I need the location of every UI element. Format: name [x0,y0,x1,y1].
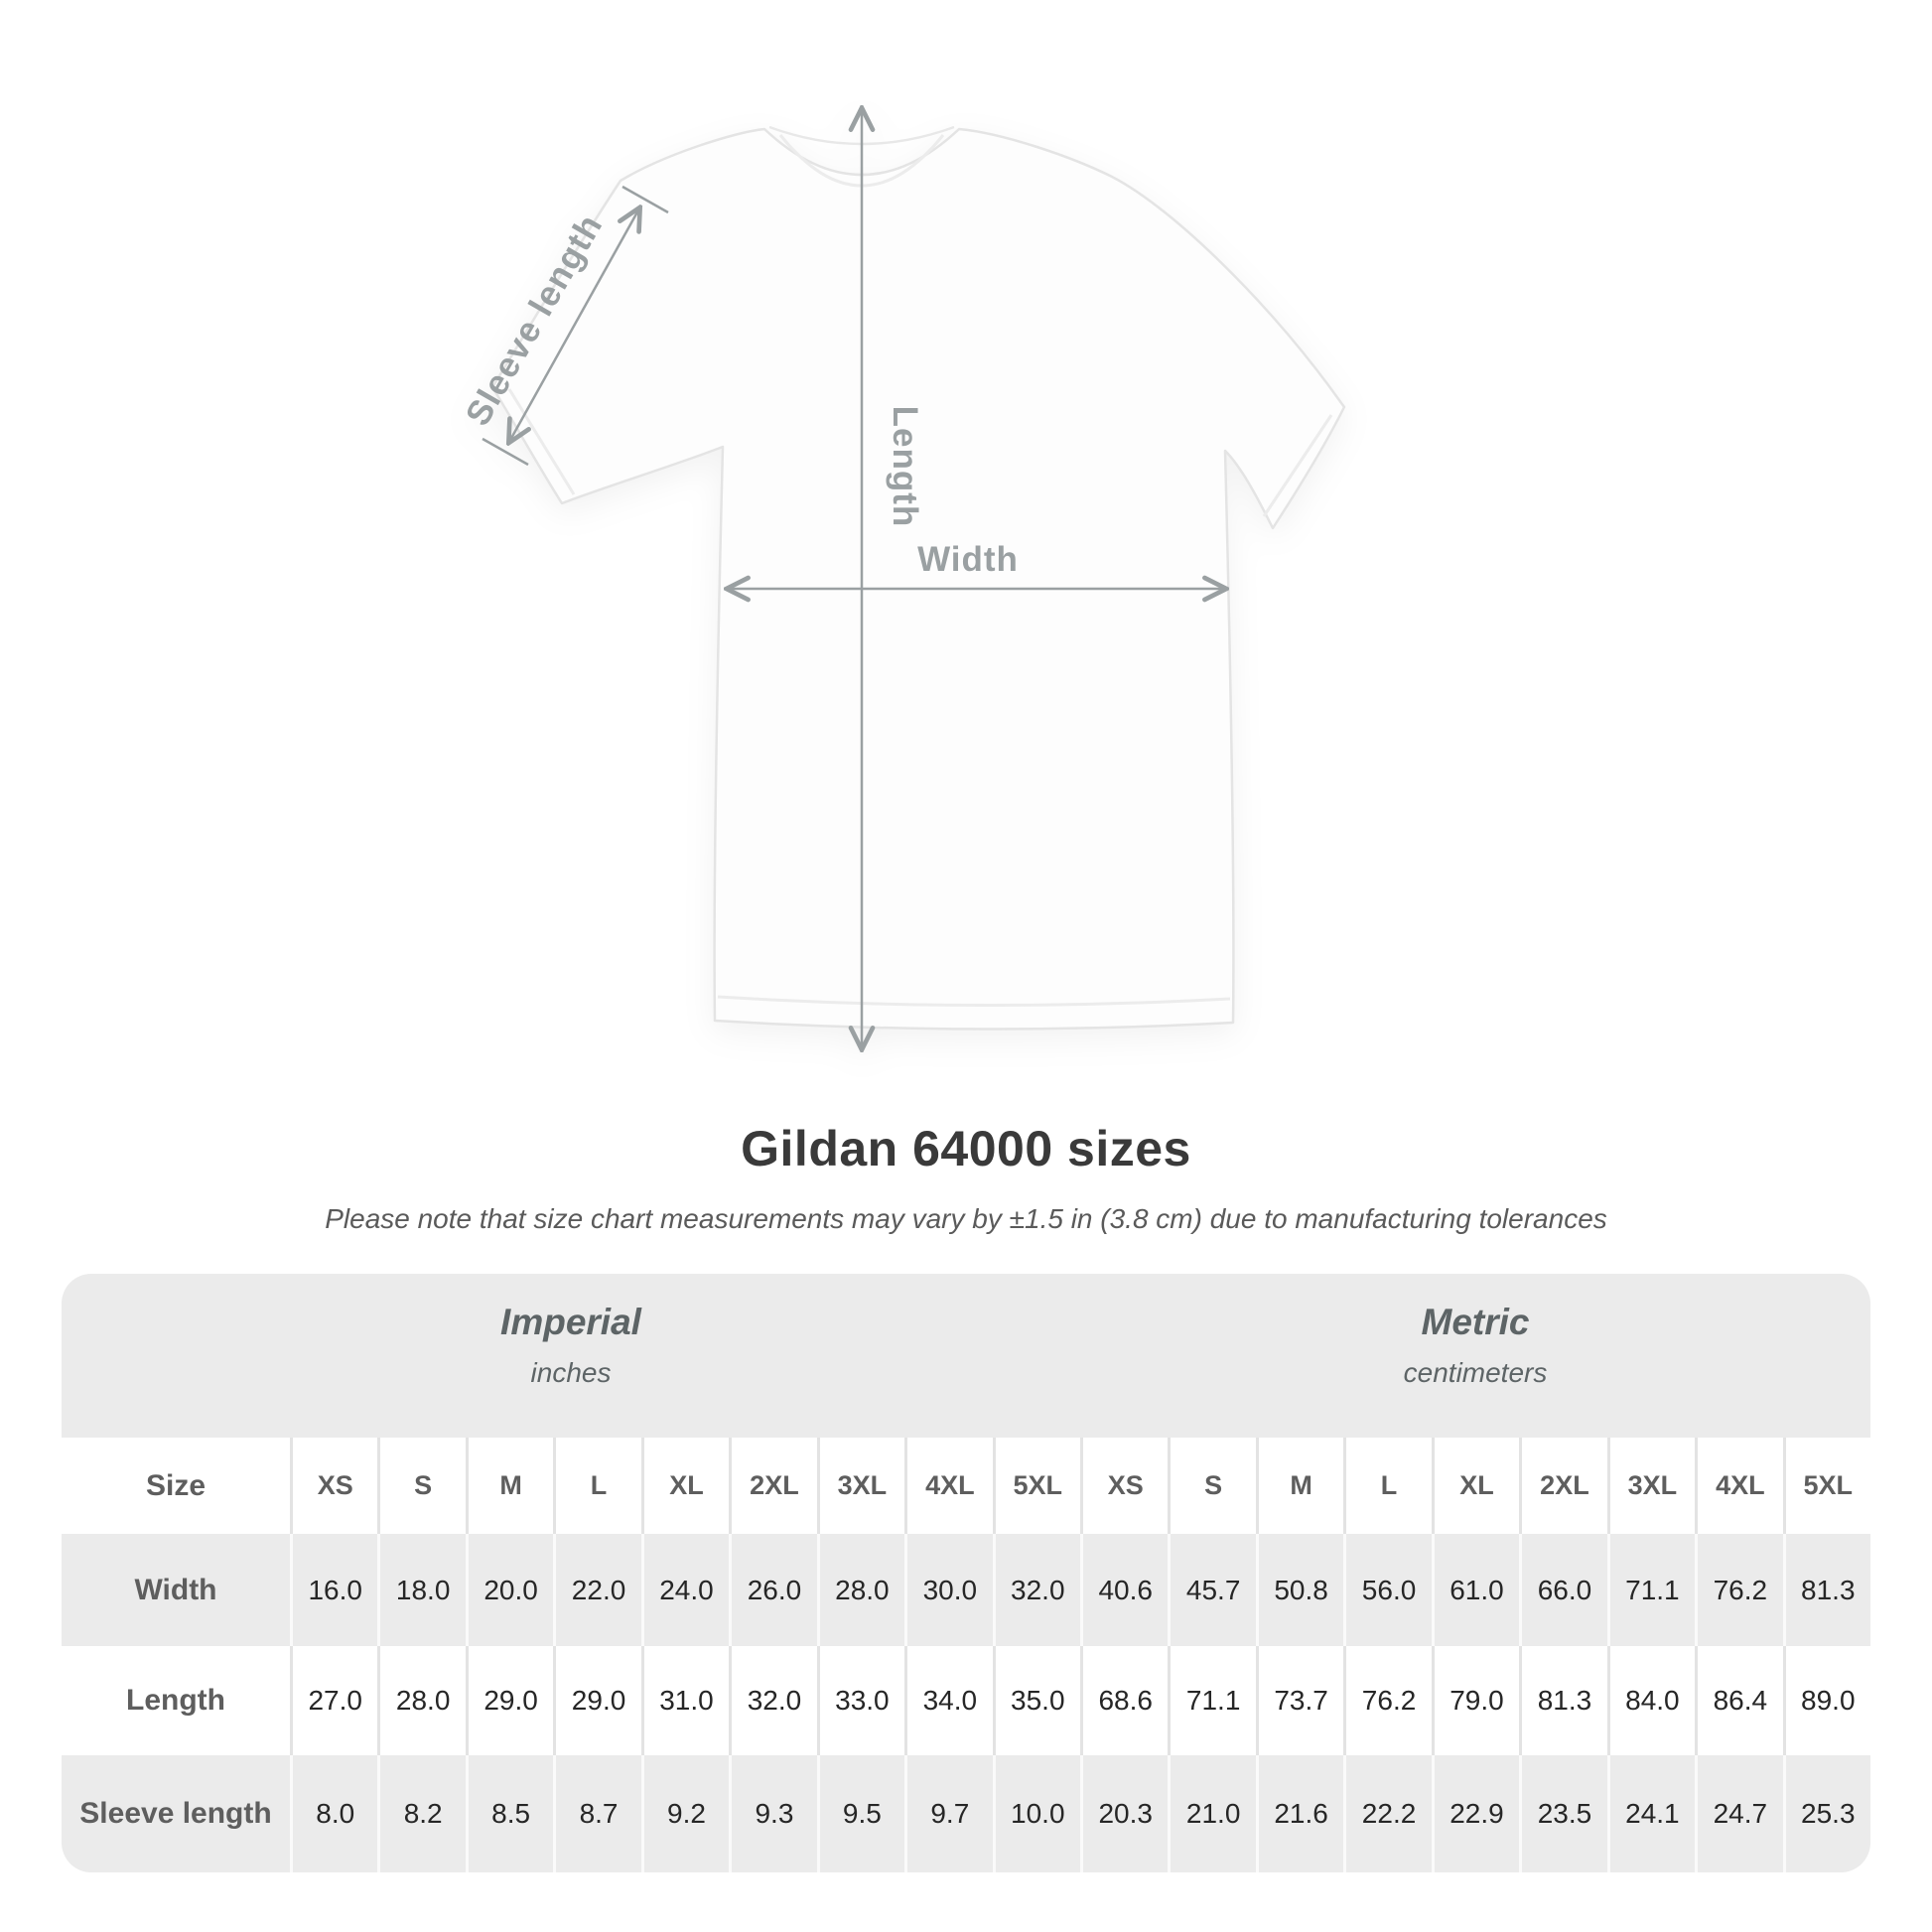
table-cell-metric: 79.0 [1449,1685,1504,1716]
table-cell-metric: 81.3 [1537,1685,1592,1716]
imperial-section-unit: inches [530,1357,612,1388]
table-cell-metric: 89.0 [1801,1685,1856,1716]
table-cell-metric: 76.2 [1713,1574,1768,1605]
size-col-header-metric: 5XL [1803,1470,1854,1500]
table-cell-imperial: 26.0 [747,1574,802,1605]
table-cell-imperial: 8.2 [403,1798,443,1829]
table-cell-metric: 66.0 [1537,1574,1592,1605]
size-col-header-metric: 3XL [1627,1470,1678,1500]
table-cell-imperial: 20.0 [483,1574,538,1605]
table-cell-metric: 71.1 [1185,1685,1241,1716]
size-col-header-imperial: S [414,1470,433,1500]
size-col-header-imperial: XL [669,1470,704,1500]
table-row: Sleeve length 8.0 8.2 8.5 8.7 9.2 9.3 9.5 9.7 10.… [62,1755,1870,1872]
table-cell-metric: 50.8 [1274,1574,1328,1605]
size-chart-panel: Imperial inches Metric centimeters Size X… [62,1274,1870,1872]
size-col-header-imperial: 5XL [1013,1470,1063,1500]
unit-system-header-row: Imperial inches Metric centimeters [62,1274,1870,1438]
table-cell-imperial: 8.5 [491,1798,531,1829]
table-cell-imperial: 35.0 [1011,1685,1065,1716]
metric-section-title: Metric [1421,1302,1530,1342]
size-col-header-imperial: 3XL [837,1470,888,1500]
table-cell-imperial: 27.0 [308,1685,362,1716]
table-cell-metric: 86.4 [1713,1685,1768,1716]
table-cell-imperial: 32.0 [1011,1574,1065,1605]
table-cell-imperial: 9.3 [755,1798,794,1829]
table-cell-imperial: 34.0 [922,1685,978,1716]
table-cell-metric: 21.6 [1274,1798,1328,1829]
table-cell-imperial: 30.0 [922,1574,978,1605]
tshirt-graphic: Length Width Sleeve length [458,69,1346,1082]
sleeve-length-arrow [482,185,669,467]
table-cell-metric: 81.3 [1801,1574,1856,1605]
table-cell-metric: 24.7 [1713,1798,1768,1829]
row-label: Sleeve length [79,1797,272,1830]
size-header-row: Size XS S M L XL 2XL 3XL 4XL 5XL XS S M L XL 2XL 3XL 4XL 5… [62,1438,1870,1534]
table-cell-metric: 61.0 [1449,1574,1504,1605]
table-cell-imperial: 29.0 [483,1685,538,1716]
table-cell-metric: 24.1 [1625,1798,1680,1829]
table-cell-imperial: 24.0 [659,1574,714,1605]
metric-section-header: Metric centimeters [1080,1274,1870,1438]
table-cell-metric: 22.2 [1361,1798,1417,1829]
size-col-header-metric: XL [1459,1470,1494,1500]
size-col-header-metric: 4XL [1716,1470,1765,1500]
table-cell-metric: 22.9 [1449,1798,1504,1829]
width-label: Width [917,540,1019,579]
table-cell-imperial: 8.0 [316,1798,355,1829]
table-cell-imperial: 33.0 [835,1685,890,1716]
table-row: Width 16.0 18.0 20.0 22.0 24.0 26.0 28.0 30.0 32.… [62,1534,1870,1646]
table-cell-imperial: 9.5 [842,1798,882,1829]
table-cell-metric: 45.7 [1185,1574,1241,1605]
table-cell-imperial: 9.7 [930,1798,970,1829]
table-cell-imperial: 18.0 [395,1574,451,1605]
table-cell-imperial: 31.0 [659,1685,714,1716]
table-cell-metric: 56.0 [1361,1574,1417,1605]
table-cell-imperial: 10.0 [1011,1798,1065,1829]
heading-block: Gildan 64000 sizes Please note that size… [0,1120,1932,1235]
size-col-header-imperial: M [499,1470,522,1500]
table-cell-metric: 73.7 [1274,1685,1328,1716]
metric-section-unit: centimeters [1403,1357,1548,1388]
table-cell-metric: 68.6 [1098,1685,1153,1716]
table-cell-imperial: 8.7 [579,1798,619,1829]
length-label: Length [886,406,924,528]
table-cell-imperial: 28.0 [835,1574,890,1605]
size-col-header-imperial: XS [317,1470,353,1500]
table-cell-imperial: 16.0 [308,1574,362,1605]
row-label: Width [134,1573,217,1606]
table-cell-imperial: 32.0 [747,1685,802,1716]
imperial-section-header: Imperial inches [62,1274,1080,1438]
size-col-header-metric: S [1204,1470,1223,1500]
size-col-header-metric: M [1290,1470,1312,1500]
table-cell-imperial: 28.0 [395,1685,451,1716]
table-cell-metric: 25.3 [1801,1798,1856,1829]
table-cell-metric: 20.3 [1098,1798,1153,1829]
table-cell-imperial: 29.0 [571,1685,626,1716]
table-cell-metric: 23.5 [1537,1798,1592,1829]
table-cell-metric: 76.2 [1361,1685,1417,1716]
tshirt-diagram: Length Width Sleeve length [417,69,1449,1082]
imperial-section-title: Imperial [500,1302,641,1342]
table-cell-imperial: 22.0 [571,1574,626,1605]
size-table-body: Width 16.0 18.0 20.0 22.0 24.0 26.0 28.0 30.0 32.… [62,1534,1870,1872]
row-label: Length [126,1684,225,1717]
size-col-header-imperial: 4XL [925,1470,975,1500]
table-cell-metric: 40.6 [1098,1574,1153,1605]
size-col-header-metric: XS [1107,1470,1144,1500]
table-cell-metric: 71.1 [1625,1574,1680,1605]
size-col-header-imperial: L [590,1470,608,1500]
table-cell-imperial: 9.2 [667,1798,706,1829]
table-row: Length 27.0 28.0 29.0 29.0 31.0 32.0 33.0 34.0 35… [62,1646,1870,1755]
page-title: Gildan 64000 sizes [741,1121,1191,1176]
size-col-header-metric: 2XL [1540,1470,1589,1500]
table-cell-metric: 84.0 [1625,1685,1680,1716]
table-cell-metric: 21.0 [1185,1798,1241,1829]
size-column-header: Size [145,1468,207,1502]
tolerance-note: Please note that size chart measurements… [325,1203,1607,1234]
size-col-header-imperial: 2XL [750,1470,799,1500]
size-col-header-metric: L [1380,1470,1398,1500]
